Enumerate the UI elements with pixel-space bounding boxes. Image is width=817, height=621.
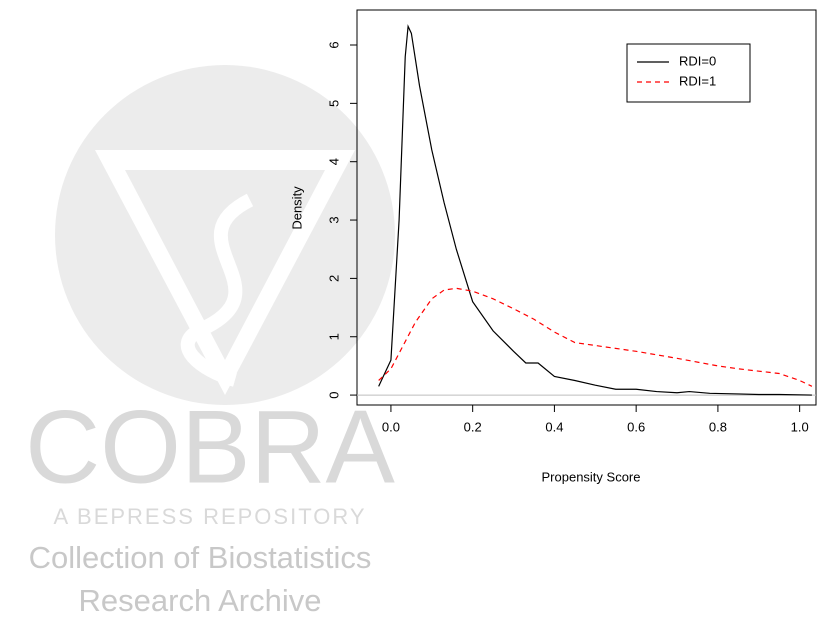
x-tick-label: 1.0 xyxy=(791,419,809,434)
y-tick-label: 0 xyxy=(326,391,341,398)
watermark-tagline: A BEPRESS REPOSITORY xyxy=(53,504,366,529)
watermark-line: Collection of Biostatistics xyxy=(29,540,372,575)
watermark: COBRA A BEPRESS REPOSITORY Collection of… xyxy=(25,65,396,618)
watermark-line: Research Archive xyxy=(79,583,322,618)
y-tick-label: 1 xyxy=(326,333,341,340)
x-tick-label: 0.0 xyxy=(382,419,400,434)
y-tick-label: 6 xyxy=(326,41,341,48)
x-tick-label: 0.6 xyxy=(627,419,645,434)
x-tick-label: 0.8 xyxy=(709,419,727,434)
y-tick-label: 4 xyxy=(326,158,341,165)
y-tick-label: 3 xyxy=(326,216,341,223)
y-axis-label: Density xyxy=(289,186,304,230)
x-axis-label: Propensity Score xyxy=(542,469,641,484)
plot-frame xyxy=(356,9,817,406)
legend-label: RDI=1 xyxy=(679,73,716,88)
legend-label: RDI=0 xyxy=(679,53,716,68)
y-tick-label: 2 xyxy=(326,275,341,282)
density-line xyxy=(378,287,813,387)
density-line xyxy=(378,24,812,396)
legend: RDI=0 RDI=1 xyxy=(626,43,751,103)
y-tick-label: 5 xyxy=(326,100,341,107)
watermark-logo: COBRA xyxy=(25,389,395,505)
watermark-snake xyxy=(180,193,254,387)
x-tick-label: 0.2 xyxy=(464,419,482,434)
legend-box xyxy=(626,43,751,103)
x-tick-label: 0.4 xyxy=(545,419,563,434)
